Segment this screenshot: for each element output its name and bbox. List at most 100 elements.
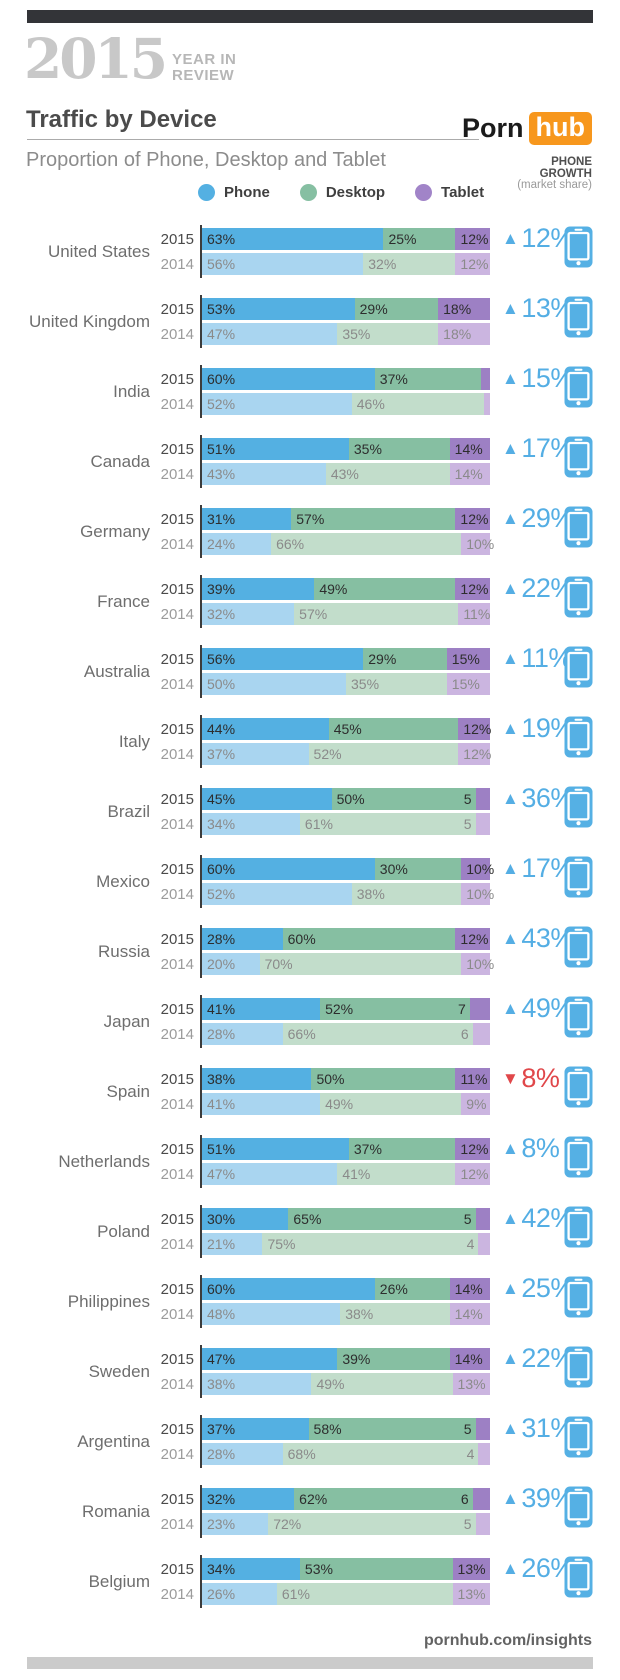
year-logo: 2015 xyxy=(24,26,168,91)
phone-segment-label: 56% xyxy=(207,651,236,667)
desktop-segment: 52% xyxy=(308,743,459,765)
desktop-segment: 49% xyxy=(314,578,456,600)
phone-segment: 28% xyxy=(202,928,283,950)
axis-line xyxy=(200,1275,202,1328)
desktop-segment-label: 49% xyxy=(319,581,348,597)
desktop-segment-label: 39% xyxy=(342,1351,371,1367)
phone-segment-label: 32% xyxy=(207,1491,236,1507)
phone-icon xyxy=(564,1486,593,1533)
desktop-segment: 70% xyxy=(259,953,462,975)
axis-line xyxy=(200,365,202,418)
tablet-segment: 11% xyxy=(455,1068,490,1090)
up-triangle-icon: ▲ xyxy=(502,1348,519,1368)
stacked-bar-2015: 56% 29% 15% xyxy=(202,648,490,670)
year-label-2014: 2014 xyxy=(160,606,194,623)
up-triangle-icon: ▲ xyxy=(502,928,519,948)
country-row: Canada 2015 2014 51% 35% 14% 43% 43% 14% ▲ 17% xyxy=(0,433,620,488)
phone-segment: 52% xyxy=(202,883,352,905)
desktop-segment-label: 62% xyxy=(299,1491,328,1507)
stacked-bar-2014: 20% 70% 10% xyxy=(202,953,494,975)
tablet-segment-label: 12% xyxy=(460,1141,489,1157)
tablet-segment-label: 9% xyxy=(466,1096,487,1112)
axis-line xyxy=(200,1345,202,1398)
desktop-segment: 39% xyxy=(337,1348,450,1370)
down-triangle-icon: ▼ xyxy=(502,1068,519,1088)
axis-line xyxy=(200,1485,202,1538)
year-label-2015: 2015 xyxy=(160,721,194,738)
axis-line xyxy=(200,715,202,768)
phone-icon xyxy=(564,786,593,833)
stacked-bar-2015: 39% 49% 12% xyxy=(202,578,490,600)
tablet-segment: 12% xyxy=(455,228,490,250)
phone-segment: 53% xyxy=(202,298,355,320)
country-row: Mexico 2015 2014 60% 30% 10% 52% 38% 10% ▲ 17% xyxy=(0,853,620,908)
year-label-2014: 2014 xyxy=(160,256,194,273)
year-label-2015: 2015 xyxy=(160,1071,194,1088)
tablet-segment: 13% xyxy=(452,1583,490,1605)
axis-line xyxy=(200,505,202,558)
phone-icon xyxy=(564,1346,593,1393)
tablet-segment-label: 10% xyxy=(466,886,495,902)
up-triangle-icon: ▲ xyxy=(502,438,519,458)
desktop-segment: 25% xyxy=(383,228,456,250)
year-label-2015: 2015 xyxy=(160,581,194,598)
tablet-segment-label: 12% xyxy=(463,746,492,762)
desktop-segment: 52% xyxy=(320,998,470,1020)
tablet-segment: 18% xyxy=(438,298,490,320)
year-label-2014: 2014 xyxy=(160,1446,194,1463)
desktop-segment-label: 60% xyxy=(287,931,316,947)
desktop-segment-label: 35% xyxy=(353,441,382,457)
desktop-segment: 53% xyxy=(299,1558,453,1580)
phone-segment: 34% xyxy=(202,813,300,835)
tablet-segment-label: 12% xyxy=(460,256,489,272)
tablet-segment-label: 18% xyxy=(443,326,472,342)
up-triangle-icon: ▲ xyxy=(502,508,519,528)
tablet-segment: 12% xyxy=(455,928,490,950)
phone-icon xyxy=(564,1066,593,1113)
desktop-segment-label: 45% xyxy=(333,721,362,737)
year-label-2014: 2014 xyxy=(160,886,194,903)
phone-segment: 37% xyxy=(202,743,309,765)
stacked-bar-2014: 47% 41% 12% xyxy=(202,1163,490,1185)
country-row: United States 2015 2014 63% 25% 12% 56% 32% 12% ▲… xyxy=(0,223,620,278)
country-label: India xyxy=(113,381,150,401)
phone-segment-label: 45% xyxy=(207,791,236,807)
tablet-segment xyxy=(484,393,490,415)
stacked-bar-2014: 41% 49% 9% xyxy=(202,1093,490,1115)
legend-item-tablet: Tablet xyxy=(415,184,484,201)
country-label: Argentina xyxy=(77,1431,150,1451)
phone-segment: 47% xyxy=(202,1348,338,1370)
bar-group: 60% 26% 14% 48% 38% 14% xyxy=(202,1278,490,1325)
desktop-segment-label: 66% xyxy=(276,536,305,552)
axis-line xyxy=(200,925,202,978)
legend-label-tablet: Tablet xyxy=(441,184,485,201)
phone-segment: 51% xyxy=(202,438,349,460)
phone-segment-label: 47% xyxy=(207,1351,236,1367)
phone-segment: 63% xyxy=(202,228,384,250)
phone-segment: 38% xyxy=(202,1373,312,1395)
desktop-segment: 61% xyxy=(299,813,476,835)
growth-percentage: 11% xyxy=(521,643,572,673)
country-label: United States xyxy=(47,241,150,261)
year-label-2014: 2014 xyxy=(160,466,194,483)
desktop-segment: 41% xyxy=(337,1163,456,1185)
tablet-segment: 14% xyxy=(449,463,490,485)
desktop-segment: 72% xyxy=(268,1513,476,1535)
desktop-segment-label: 25% xyxy=(388,231,417,247)
desktop-segment-label: 61% xyxy=(304,816,333,832)
phone-segment-label: 37% xyxy=(207,746,236,762)
phone-segment-label: 51% xyxy=(207,1141,236,1157)
stacked-bar-2015: 60% 37% xyxy=(202,368,490,390)
tablet-segment: 14% xyxy=(449,1348,490,1370)
stacked-bar-2014: 32% 57% 11% xyxy=(202,603,490,625)
phone-icon xyxy=(564,226,593,273)
phone-icon xyxy=(564,716,593,763)
desktop-segment-label: 46% xyxy=(356,396,385,412)
tablet-segment: 12% xyxy=(455,253,490,275)
stacked-bar-2014: 24% 66% 10% xyxy=(202,533,494,555)
desktop-segment-label: 52% xyxy=(325,1001,354,1017)
desktop-segment: 50% xyxy=(331,788,476,810)
year-label-2015: 2015 xyxy=(160,1561,194,1578)
stacked-bar-2014: 47% 35% 18% xyxy=(202,323,490,345)
country-label: France xyxy=(97,591,150,611)
